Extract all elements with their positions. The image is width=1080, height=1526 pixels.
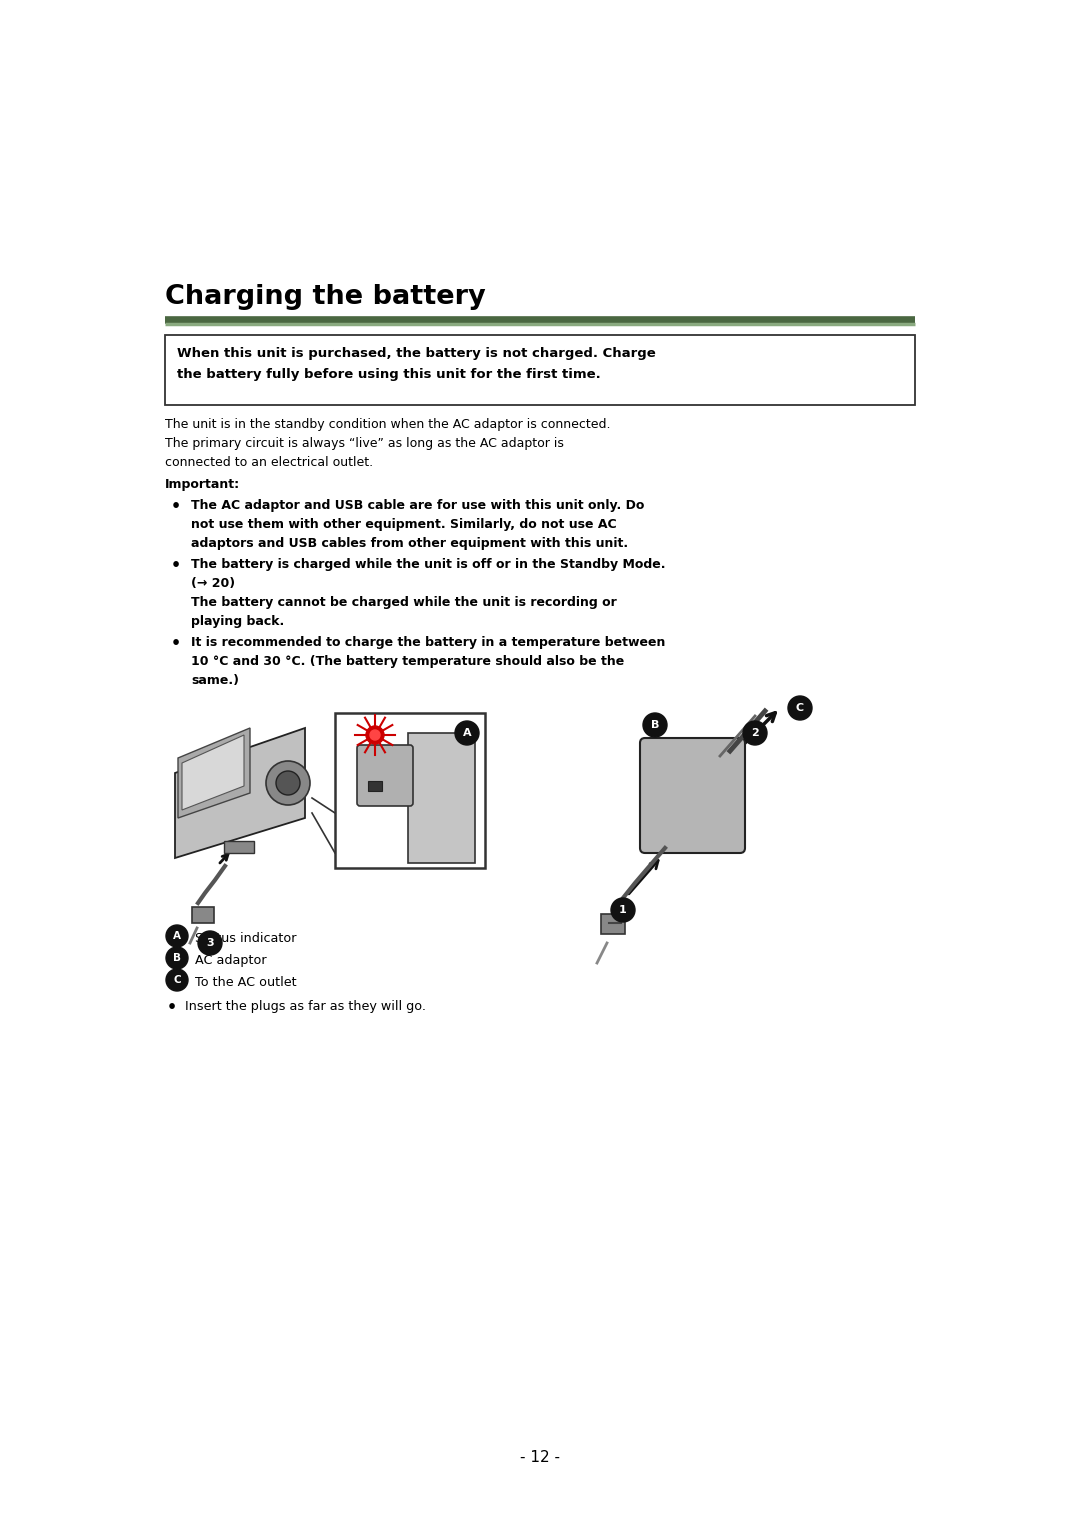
FancyBboxPatch shape bbox=[600, 914, 625, 934]
FancyBboxPatch shape bbox=[192, 906, 214, 923]
Circle shape bbox=[455, 720, 480, 745]
Circle shape bbox=[276, 771, 300, 795]
Circle shape bbox=[266, 761, 310, 806]
Text: same.): same.) bbox=[191, 674, 239, 687]
Text: The unit is in the standby condition when the AC adaptor is connected.: The unit is in the standby condition whe… bbox=[165, 418, 610, 430]
Text: Insert the plugs as far as they will go.: Insert the plugs as far as they will go. bbox=[185, 1000, 426, 1013]
Text: To the AC outlet: To the AC outlet bbox=[195, 977, 297, 989]
FancyBboxPatch shape bbox=[165, 336, 915, 404]
Text: - 12 -: - 12 - bbox=[519, 1451, 561, 1465]
Text: •: • bbox=[167, 1000, 177, 1015]
Text: B: B bbox=[173, 954, 181, 963]
Text: •: • bbox=[171, 499, 181, 514]
FancyBboxPatch shape bbox=[224, 841, 254, 853]
Polygon shape bbox=[175, 728, 305, 858]
Polygon shape bbox=[183, 736, 244, 810]
Text: B: B bbox=[651, 720, 659, 729]
Text: 3: 3 bbox=[206, 938, 214, 948]
Text: AC adaptor: AC adaptor bbox=[195, 954, 267, 967]
Circle shape bbox=[788, 696, 812, 720]
Text: C: C bbox=[173, 975, 180, 984]
Text: The battery cannot be charged while the unit is recording or: The battery cannot be charged while the … bbox=[191, 597, 617, 609]
Circle shape bbox=[611, 897, 635, 922]
FancyBboxPatch shape bbox=[368, 781, 382, 790]
Text: A: A bbox=[462, 728, 471, 739]
Text: •: • bbox=[171, 636, 181, 652]
Text: 1: 1 bbox=[619, 905, 626, 916]
Text: A: A bbox=[173, 931, 181, 942]
FancyBboxPatch shape bbox=[640, 739, 745, 853]
Polygon shape bbox=[408, 732, 475, 864]
Text: •: • bbox=[171, 559, 181, 572]
FancyBboxPatch shape bbox=[357, 745, 413, 806]
Text: 10 °C and 30 °C. (The battery temperature should also be the: 10 °C and 30 °C. (The battery temperatur… bbox=[191, 655, 624, 668]
Text: C: C bbox=[796, 703, 805, 713]
Circle shape bbox=[743, 720, 767, 745]
Text: It is recommended to charge the battery in a temperature between: It is recommended to charge the battery … bbox=[191, 636, 665, 649]
Polygon shape bbox=[178, 728, 249, 818]
Text: When this unit is purchased, the battery is not charged. Charge: When this unit is purchased, the battery… bbox=[177, 346, 656, 360]
Circle shape bbox=[370, 729, 380, 740]
Circle shape bbox=[198, 931, 222, 955]
Text: connected to an electrical outlet.: connected to an electrical outlet. bbox=[165, 456, 373, 468]
Text: 2: 2 bbox=[751, 728, 759, 739]
Circle shape bbox=[166, 969, 188, 990]
Circle shape bbox=[366, 726, 384, 745]
FancyBboxPatch shape bbox=[335, 713, 485, 868]
Text: Important:: Important: bbox=[165, 478, 240, 491]
Text: Status indicator: Status indicator bbox=[195, 932, 297, 945]
Text: the battery fully before using this unit for the first time.: the battery fully before using this unit… bbox=[177, 368, 600, 382]
Text: The battery is charged while the unit is off or in the Standby Mode.: The battery is charged while the unit is… bbox=[191, 559, 665, 571]
Text: adaptors and USB cables from other equipment with this unit.: adaptors and USB cables from other equip… bbox=[191, 537, 629, 549]
Text: playing back.: playing back. bbox=[191, 615, 284, 629]
Circle shape bbox=[166, 925, 188, 948]
Text: not use them with other equipment. Similarly, do not use AC: not use them with other equipment. Simil… bbox=[191, 517, 617, 531]
Text: The primary circuit is always “live” as long as the AC adaptor is: The primary circuit is always “live” as … bbox=[165, 436, 564, 450]
Text: (→ 20): (→ 20) bbox=[191, 577, 235, 591]
Circle shape bbox=[643, 713, 667, 737]
Text: The AC adaptor and USB cable are for use with this unit only. Do: The AC adaptor and USB cable are for use… bbox=[191, 499, 645, 513]
Text: Charging the battery: Charging the battery bbox=[165, 284, 486, 310]
Circle shape bbox=[166, 948, 188, 969]
